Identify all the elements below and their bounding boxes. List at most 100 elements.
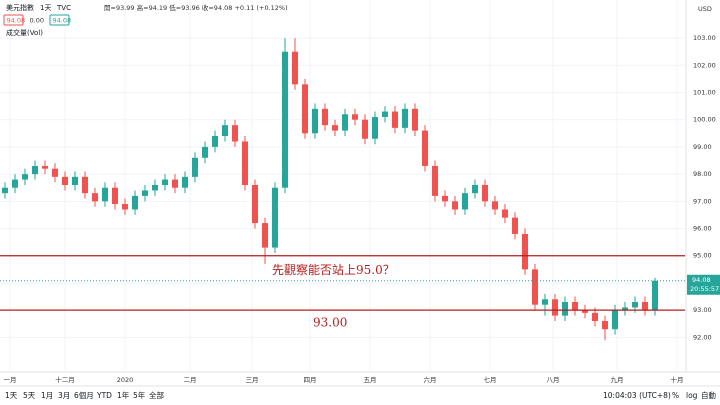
candle-body (412, 108, 418, 131)
y-tick-label: 99.00 (693, 143, 712, 151)
candle-body (642, 301, 648, 311)
candle-body (352, 114, 358, 120)
last-price: 94.08 (692, 276, 711, 284)
candle-body (512, 217, 518, 234)
range-button[interactable]: 5天 (23, 391, 36, 400)
value-box (49, 14, 70, 26)
candle-body (402, 108, 408, 128)
candle-body (372, 116, 378, 139)
x-tick-label: 六月 (424, 375, 437, 384)
candle-body (182, 176, 188, 188)
candle-body (432, 165, 438, 196)
candle-body (252, 185, 258, 224)
candle-body (522, 233, 528, 270)
candle-body (382, 111, 388, 117)
clock: 10:04:03 (UTC+8) (603, 391, 671, 400)
candle-body (632, 301, 638, 308)
y-tick-label: 100.00 (693, 116, 716, 124)
y-tick-label: 93.00 (693, 306, 712, 314)
ohlc: 開=93.99 高=94.19 低=93.96 收=94.08 +0.11 (+… (104, 3, 288, 12)
candle-body (32, 165, 38, 175)
interval: 1天 (40, 4, 51, 12)
candle-body (172, 179, 178, 188)
countdown: 20:55:57 (690, 285, 719, 293)
candle-body (602, 321, 608, 330)
volume-label: 成交量(Vol) (6, 28, 43, 37)
x-tick-label: 四月 (304, 376, 317, 384)
header: 美元指數 1天 TVC 開=93.99 高=94.19 低=93.96 收=94… (6, 3, 712, 37)
candle-body (302, 84, 308, 134)
y-tick-label: 102.00 (693, 61, 716, 69)
x-tick-label: 七月 (484, 375, 497, 384)
candle-body (422, 130, 428, 166)
candle-body (262, 223, 268, 248)
scale-option[interactable]: log (686, 391, 698, 400)
x-tick-label: 九月 (611, 375, 624, 384)
candle-body (122, 204, 128, 210)
candle-body (482, 185, 488, 202)
candle-body (332, 125, 338, 131)
candle-body (652, 280, 658, 311)
range-button[interactable]: 全部 (149, 390, 164, 400)
candle-body (242, 141, 248, 185)
candle-body (142, 190, 148, 196)
last-price-box (687, 274, 720, 295)
candle-body (502, 209, 508, 218)
candle-body (102, 187, 108, 202)
candle-body (82, 176, 88, 194)
y-tick-label: 96.00 (693, 225, 712, 233)
range-button[interactable]: 6個月 (74, 390, 94, 400)
candle-body (312, 108, 318, 134)
candle-body (202, 146, 208, 158)
value-box-text: 94.08 (53, 17, 72, 25)
x-tick-label: 2020 (117, 376, 134, 384)
candle-body (622, 307, 628, 311)
range-button[interactable]: 3月 (58, 391, 70, 400)
annotation: 93.00 (313, 316, 347, 330)
candle-body (492, 201, 498, 210)
candle-body (552, 299, 558, 316)
y-tick-label: 101.00 (693, 89, 716, 97)
candle-body (322, 108, 328, 126)
range-button[interactable]: 1天 (5, 391, 18, 400)
y-tick-label: 97.00 (693, 197, 712, 205)
candle-body (452, 201, 458, 210)
candle-body (462, 193, 468, 210)
candle-body (572, 301, 578, 311)
y-tick-label: 98.00 (693, 170, 712, 178)
candle-body (282, 51, 288, 188)
range-button[interactable]: 5年 (133, 390, 146, 400)
range-button[interactable]: 1年 (117, 390, 130, 400)
candle-body (92, 193, 98, 202)
y-tick-label: 103.00 (693, 34, 716, 42)
y-tick-label: 95.00 (693, 252, 712, 260)
candle-body (222, 125, 228, 137)
candle-body (472, 185, 478, 194)
range-button[interactable]: YTD (96, 391, 112, 400)
candle-body (12, 179, 18, 188)
candle-body (532, 269, 538, 305)
candle-body (52, 168, 58, 177)
currency: USD (698, 5, 712, 13)
x-tick-label: 一月 (4, 376, 17, 384)
candle-body (62, 176, 68, 185)
candle-body (272, 187, 278, 248)
candle-body (162, 179, 168, 185)
candle-body (192, 157, 198, 177)
candle-body (562, 301, 568, 316)
candle-body (292, 51, 298, 85)
candle-body (112, 187, 118, 205)
candle-body (362, 119, 368, 139)
symbol: 美元指數 (6, 3, 34, 12)
candle-body (212, 136, 218, 147)
x-tick-label: 八月 (547, 376, 560, 384)
scale-option[interactable]: 自動 (701, 390, 716, 400)
x-tick-label: 十二月 (55, 375, 75, 384)
value-box (3, 14, 24, 26)
range-button[interactable]: 1月 (41, 391, 53, 400)
candle-body (442, 195, 448, 202)
x-tick-label: 二月 (184, 376, 197, 384)
scale-option[interactable]: % (672, 391, 679, 400)
